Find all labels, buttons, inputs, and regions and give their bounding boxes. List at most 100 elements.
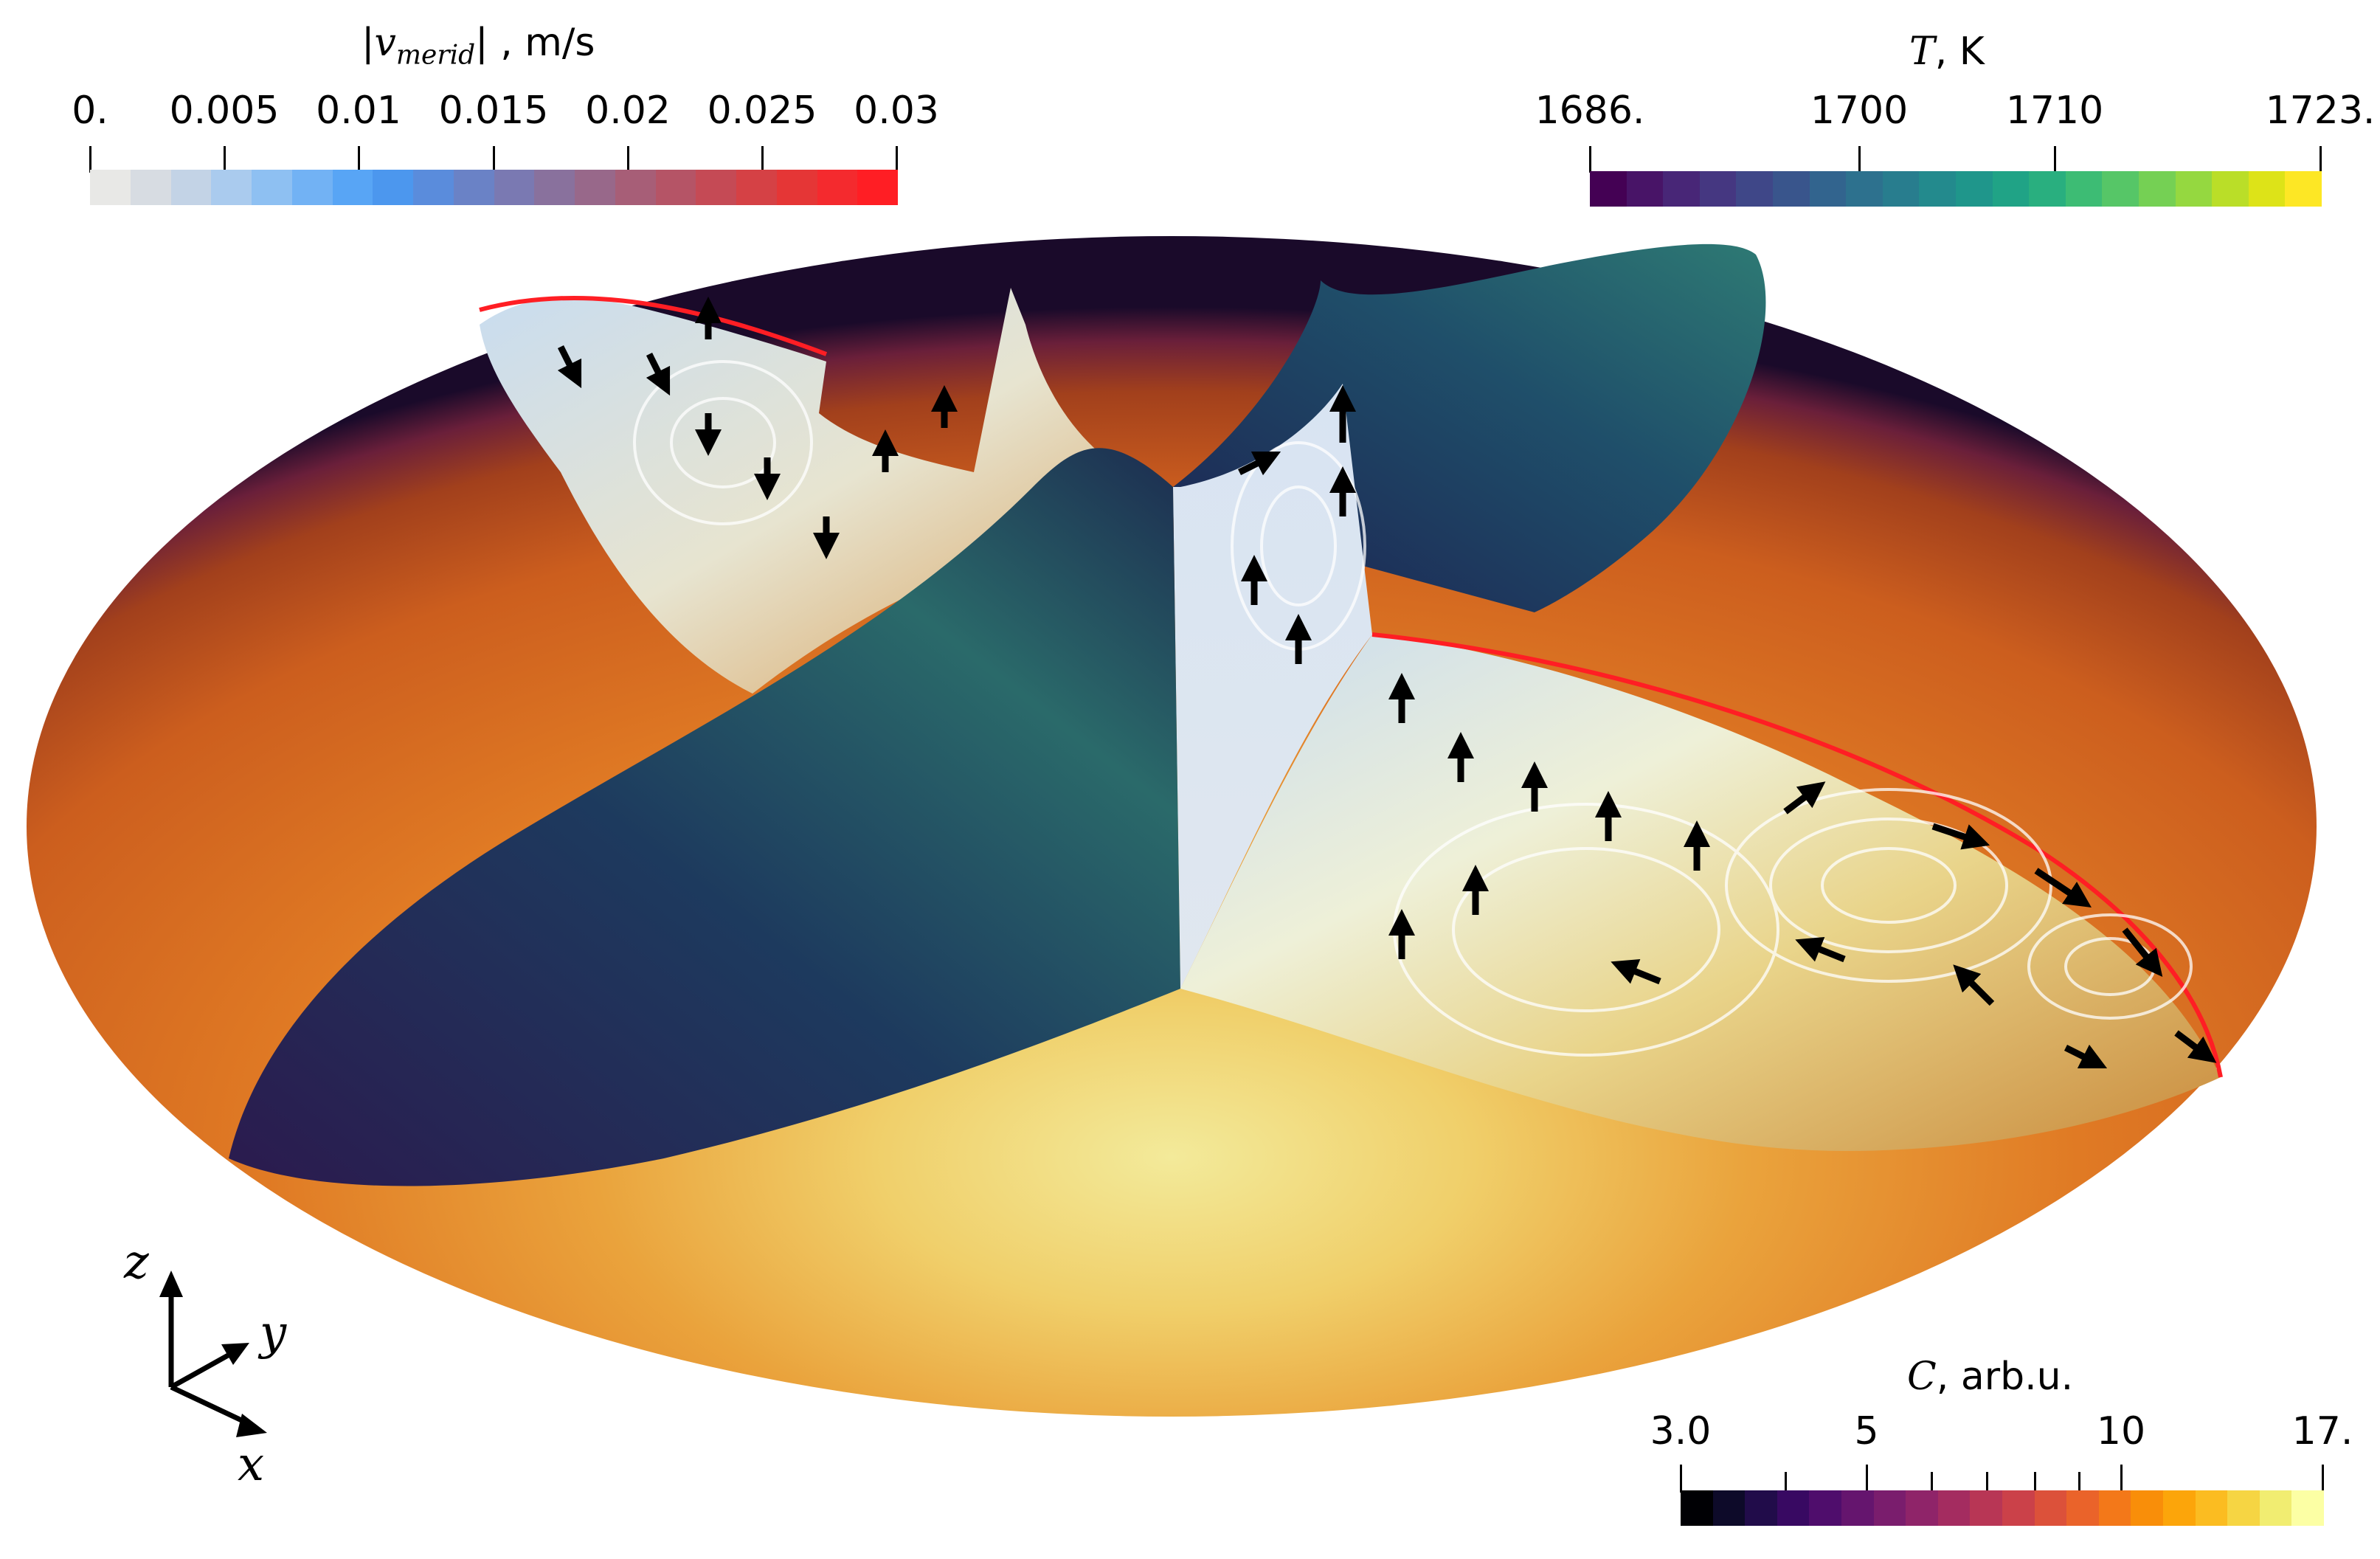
temperature-ramp-segment (1992, 171, 2030, 207)
temperature-ramp-segment (1882, 171, 1920, 207)
velocity-ramp-segment (817, 170, 858, 205)
velocity-ramp-segment (736, 170, 777, 205)
temperature-ramp-segment (2248, 171, 2286, 207)
temperature-ramp-segment (2065, 171, 2103, 207)
velocity-ramp-segment (130, 170, 171, 205)
concentration-ramp-segment (1777, 1490, 1810, 1526)
concentration-tick-label: 17. (2291, 1409, 2353, 1453)
concentration-ramp-segment (1809, 1490, 1841, 1526)
temperature-ramp-segment (1736, 171, 1773, 207)
velocity-color-ramp (90, 170, 898, 205)
velocity-slice-center (1173, 384, 1372, 989)
concentration-ramp-segment (2291, 1490, 2324, 1526)
temperature-ramp-segment (1955, 171, 1993, 207)
boundary-highlight-left (479, 295, 828, 356)
velocity-symbol: v (374, 21, 396, 65)
temperature-tick-label: 1710 (2005, 89, 2104, 133)
boundary-highlight (1371, 632, 2223, 1078)
concentration-tick-mark (1680, 1465, 1682, 1493)
velocity-ramp-segment (252, 170, 292, 205)
velocity-tick-mark (89, 146, 91, 173)
concentration-ramp-segment (1873, 1490, 1906, 1526)
temperature-fin-front (229, 448, 1180, 1186)
concentration-ramp-segment (1745, 1490, 1777, 1526)
velocity-tick-label: 0.005 (169, 89, 280, 133)
velocity-tick-label: 0. (72, 89, 108, 133)
concentration-tick-mark (2120, 1465, 2123, 1493)
temperature-ramp-segment (1663, 171, 1700, 207)
velocity-tick-mark (224, 146, 226, 173)
temperature-ramp-segment (2029, 171, 2066, 207)
concentration-ramp-segment (2162, 1490, 2196, 1526)
temperature-ramp-segment (2175, 171, 2213, 207)
temperature-ramp-segment (1809, 171, 1847, 207)
concentration-ramp-segment (2098, 1490, 2131, 1526)
velocity-ramp-segment (211, 170, 252, 205)
velocity-tick-mark (358, 146, 360, 173)
concentration-minor-tick-mark (1931, 1472, 1933, 1493)
temperature-ramp-segment (1590, 171, 1627, 207)
concentration-minor-tick-mark (1785, 1472, 1787, 1493)
concentration-ramp-segment (2034, 1490, 2067, 1526)
velocity-ramp-segment (857, 170, 898, 205)
temperature-tick-mark (2054, 146, 2056, 173)
concentration-ramp-segment (2195, 1490, 2228, 1526)
velocity-ramp-segment (332, 170, 373, 205)
concentration-minor-tick-mark (2078, 1472, 2080, 1493)
temperature-tick-mark (1589, 146, 1591, 173)
temperature-ramp-segment (1846, 171, 1883, 207)
velocity-tick-label: 0.01 (316, 89, 401, 133)
concentration-tick-mark (1866, 1465, 1868, 1493)
concentration-ramp-segment (1681, 1490, 1713, 1526)
velocity-ramp-segment (453, 170, 494, 205)
velocity-ramp-segment (90, 170, 131, 205)
velocity-tick-mark (761, 146, 764, 173)
velocity-ramp-segment (170, 170, 212, 205)
velocity-ramp-segment (655, 170, 696, 205)
velocity-colorbar-title: |vmerid| , m/s (362, 21, 595, 71)
concentration-tick-label: 5 (1854, 1409, 1879, 1453)
velocity-ramp-segment (534, 170, 575, 205)
concentration-ramp-segment (1712, 1490, 1746, 1526)
concentration-tick-label: 10 (2096, 1409, 2146, 1453)
velocity-ramp-segment (696, 170, 736, 205)
temperature-ramp-segment (2138, 171, 2176, 207)
concentration-ramp-segment (2002, 1490, 2035, 1526)
velocity-tick-label: 0.025 (707, 89, 817, 133)
concentration-ramp-segment (1906, 1490, 1938, 1526)
concentration-colorbar-title: C, arb.u. (1907, 1355, 2074, 1399)
concentration-ramp-segment (2066, 1490, 2099, 1526)
temperature-tick-label: 1686. (1535, 89, 1645, 133)
velocity-ramp-segment (291, 170, 333, 205)
concentration-minor-tick-mark (1986, 1472, 1988, 1493)
velocity-tick-label: 0.015 (438, 89, 549, 133)
axis-label-x: x (238, 1437, 264, 1492)
temperature-tick-label: 1700 (1810, 89, 1909, 133)
concentration-ramp-segment (1937, 1490, 1971, 1526)
velocity-slice-right (1180, 635, 2221, 1151)
temperature-ramp-segment (1626, 171, 1664, 207)
temperature-tick-mark (2320, 146, 2322, 173)
velocity-ramp-segment (776, 170, 817, 205)
velocity-ramp-segment (494, 170, 535, 205)
concentration-color-ramp (1681, 1490, 2324, 1526)
concentration-ramp-segment (2131, 1490, 2163, 1526)
velocity-arrows (557, 297, 2217, 1069)
concentration-tick-mark (2322, 1465, 2324, 1493)
velocity-tick-label: 0.02 (585, 89, 671, 133)
temperature-color-ramp (1590, 171, 2322, 207)
axis-label-y: y (257, 1306, 287, 1361)
temperature-ramp-segment (2285, 171, 2322, 207)
velocity-tick-label: 0.03 (854, 89, 939, 133)
velocity-tick-mark (627, 146, 629, 173)
temperature-ramp-segment (1772, 171, 1810, 207)
velocity-tick-mark (896, 146, 898, 173)
concentration-ramp-segment (2259, 1490, 2292, 1526)
axis-label-z: z (123, 1235, 150, 1290)
velocity-ramp-segment (413, 170, 454, 205)
concentration-ramp-segment (2227, 1490, 2260, 1526)
concentration-tick-label: 3.0 (1650, 1409, 1712, 1453)
temperature-colorbar-title: T, K (1909, 30, 1985, 74)
temperature-tick-mark (1858, 146, 1861, 173)
